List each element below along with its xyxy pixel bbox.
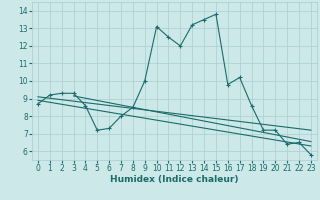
- X-axis label: Humidex (Indice chaleur): Humidex (Indice chaleur): [110, 175, 239, 184]
